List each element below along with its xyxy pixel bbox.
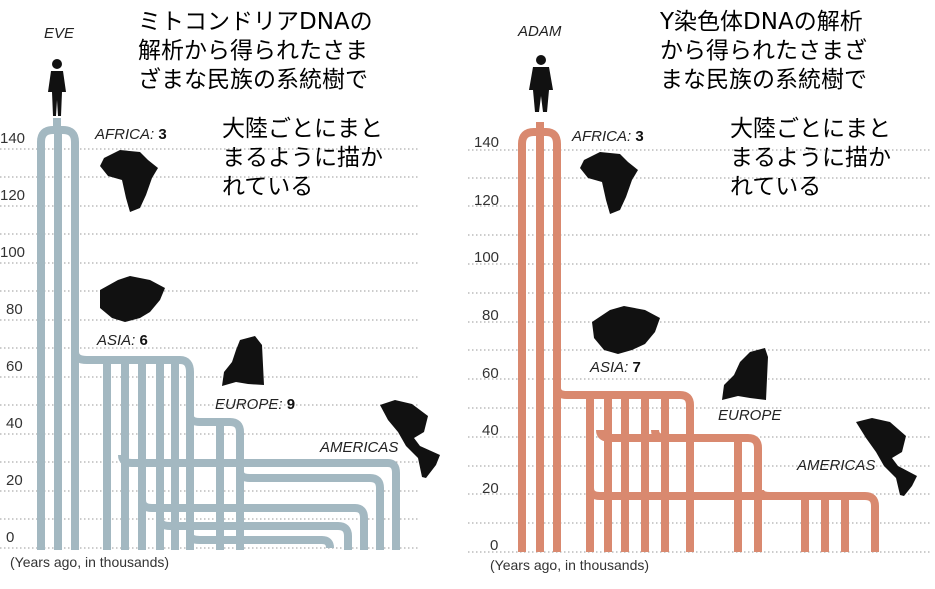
americas-label: AMERICAS	[796, 457, 875, 474]
asia-map-icon	[100, 276, 165, 322]
adam-figure-icon	[529, 55, 553, 112]
y-tick: 100	[474, 249, 499, 266]
y-tick: 20	[482, 480, 499, 497]
left-title-note: ミトコンドリアDNAの 解析から得られたさま ざまな民族の系統樹で	[138, 9, 373, 93]
right-tree	[518, 122, 879, 552]
axis-caption: (Years ago, in thousands)	[10, 554, 169, 570]
y-tick: 40	[6, 415, 23, 432]
right-y-ticks: 0 20 40 60 80 100 120 140	[474, 134, 499, 554]
y-tick: 40	[482, 422, 499, 439]
eve-figure-icon	[48, 59, 66, 116]
eve-label: EVE	[44, 25, 75, 42]
right-sub-note: 大陸ごとにまと まるように描か れている	[730, 116, 891, 200]
right-grid	[468, 149, 930, 553]
left-sub-note: 大陸ごとにまと まるように描か れている	[222, 116, 383, 200]
left-grid	[0, 148, 420, 549]
africa-map-icon	[100, 150, 158, 212]
y-tick: 100	[0, 244, 25, 261]
americas-map-icon	[380, 400, 440, 478]
y-tick: 140	[0, 130, 25, 147]
left-tree	[37, 118, 400, 550]
y-tick: 120	[474, 192, 499, 209]
europe-label: EUROPE	[718, 407, 782, 424]
y-tick: 20	[6, 472, 23, 489]
y-tick: 0	[6, 529, 14, 546]
right-title-note: Y染色体DNAの解析 から得られたさまざ まな民族の系統樹で	[660, 9, 867, 93]
africa-label: AFRICA: 3	[94, 126, 167, 143]
asia-map-icon	[592, 306, 660, 354]
y-tick: 0	[490, 537, 498, 554]
europe-map-icon	[222, 336, 264, 386]
adam-label: ADAM	[517, 23, 562, 40]
europe-label: EUROPE: 9	[215, 396, 295, 413]
y-tick: 80	[482, 307, 499, 324]
europe-map-icon	[722, 348, 768, 400]
americas-map-icon	[856, 418, 917, 496]
asia-label: ASIA: 7	[589, 359, 641, 376]
y-tick: 60	[482, 365, 499, 382]
axis-caption: (Years ago, in thousands)	[490, 557, 649, 573]
asia-label: ASIA: 6	[96, 332, 148, 349]
africa-map-icon	[580, 152, 638, 214]
y-tick: 80	[6, 301, 23, 318]
americas-label: AMERICAS	[319, 439, 398, 456]
y-tick: 120	[0, 187, 25, 204]
y-tick: 60	[6, 358, 23, 375]
left-y-ticks: 0 20 40 60 80 100 120 140	[0, 130, 25, 546]
y-tick: 140	[474, 134, 499, 151]
africa-label: AFRICA: 3	[571, 128, 644, 145]
